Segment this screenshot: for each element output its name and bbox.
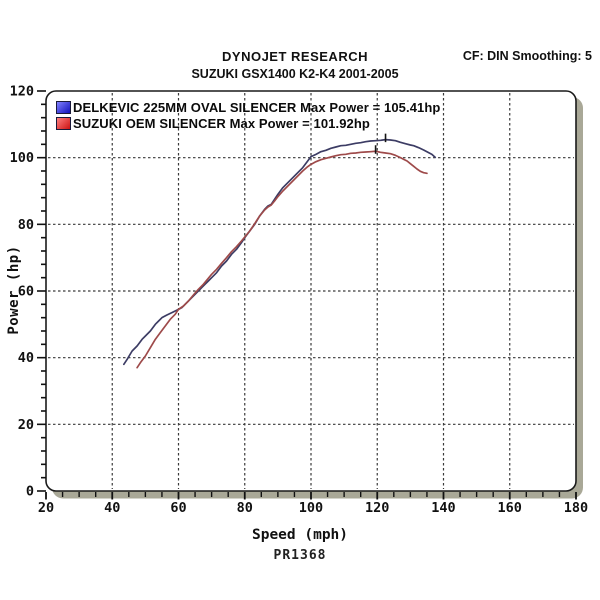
svg-text:40: 40 (18, 350, 34, 366)
svg-text:120: 120 (365, 500, 389, 516)
svg-text:20: 20 (18, 417, 34, 433)
svg-text:20: 20 (38, 500, 54, 516)
delkevic-series-swatch-icon (56, 100, 71, 114)
legend-row-suzuki-oem: SUZUKI OEM SILENCER Max Power = 101.92hp (56, 115, 440, 131)
svg-text:60: 60 (170, 500, 186, 516)
svg-text:120: 120 (10, 84, 34, 100)
svg-text:0: 0 (26, 484, 34, 500)
suzuki-oem-series-swatch-icon (56, 116, 71, 130)
chart-title: DYNOJET RESEARCH (222, 49, 368, 64)
gridlines (48, 93, 574, 489)
svg-text:140: 140 (431, 500, 455, 516)
legend-row-delkevic: DELKEVIC 225MM OVAL SILENCER Max Power =… (56, 99, 440, 115)
svg-text:40: 40 (104, 500, 120, 516)
svg-text:100: 100 (10, 150, 34, 166)
x-axis-title: Speed (mph) (251, 527, 349, 543)
run-code: PR1368 (273, 548, 327, 563)
svg-text:180: 180 (564, 500, 588, 516)
x-axis-tick-labels: 20 40 60 80 100 120 140 160 180 (38, 500, 588, 516)
legend-label-delkevic: DELKEVIC 225MM OVAL SILENCER Max Power =… (73, 99, 441, 115)
y-axis-title: Power (hp) (6, 245, 22, 335)
svg-text:80: 80 (237, 500, 253, 516)
legend: DELKEVIC 225MM OVAL SILENCER Max Power =… (56, 99, 440, 131)
svg-text:80: 80 (18, 217, 34, 233)
y-axis-tick-labels: 0 20 40 60 80 100 120 (10, 84, 34, 500)
red-power-curve (136, 145, 428, 369)
legend-label-suzuki-oem: SUZUKI OEM SILENCER Max Power = 101.92hp (73, 115, 370, 131)
x-axis-ticks (45, 492, 577, 500)
blue-power-curve (122, 133, 437, 366)
svg-text:160: 160 (498, 500, 522, 516)
chart-subtitle: SUZUKI GSX1400 K2-K4 2001-2005 (191, 67, 399, 81)
svg-text:60: 60 (18, 284, 34, 300)
y-axis-ticks (37, 90, 46, 492)
svg-text:100: 100 (299, 500, 323, 516)
correction-smoothing-label: CF: DIN Smoothing: 5 (462, 49, 592, 63)
